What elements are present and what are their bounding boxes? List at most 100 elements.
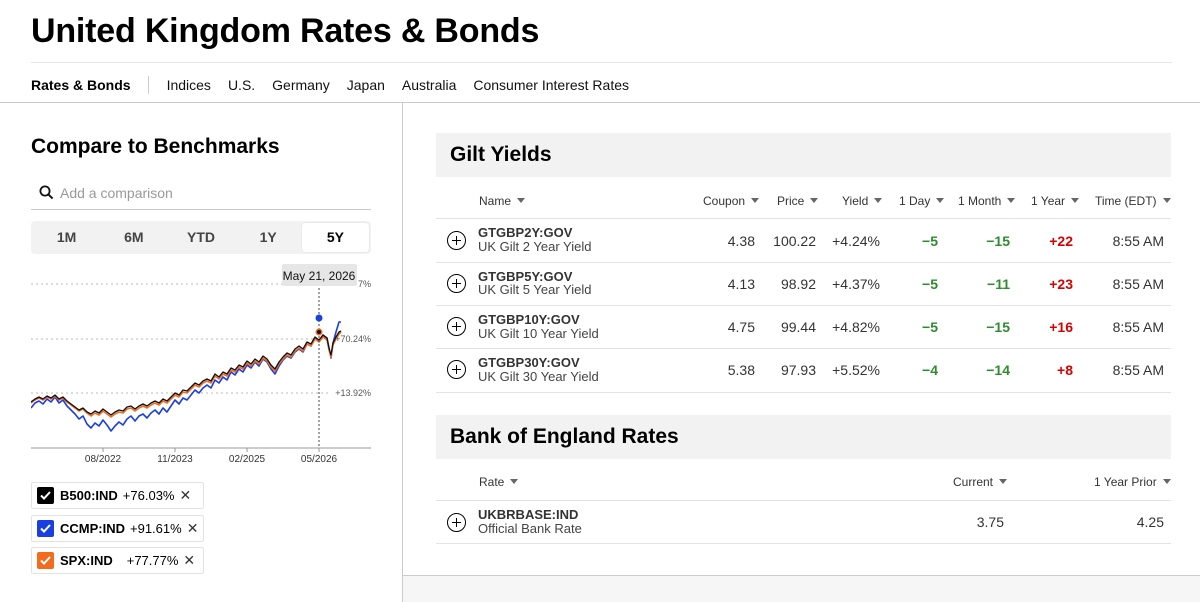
- nav-item-rates-bonds[interactable]: Rates & Bonds: [31, 77, 131, 93]
- benchmark-chart[interactable]: 7% +70.24% +13.92% May 21, 2026 08/2022 …: [30, 262, 376, 470]
- row-divider: [436, 392, 1171, 393]
- legend-item-ccmp[interactable]: CCMP:IND +91.61% ✕: [31, 515, 204, 542]
- column-header-current[interactable]: Current: [953, 475, 1008, 489]
- nav-item-australia[interactable]: Australia: [401, 77, 457, 93]
- time-value: 8:55 AM: [1112, 233, 1164, 249]
- security-name: UK Gilt 10 Year Yield: [478, 326, 599, 341]
- column-header-1year-prior[interactable]: 1 Year Prior: [1094, 475, 1171, 489]
- add-to-watchlist-icon[interactable]: [447, 360, 466, 379]
- current-rate-value: 3.75: [976, 514, 1004, 530]
- column-header-1day[interactable]: 1 Day: [899, 194, 945, 208]
- yield-value: +4.37%: [832, 276, 880, 292]
- security-ticker[interactable]: GTGBP10Y:GOV: [478, 312, 580, 327]
- column-header-yield[interactable]: Yield: [842, 194, 883, 208]
- nav-item-indices[interactable]: Indices: [166, 77, 211, 93]
- time-value: 8:55 AM: [1112, 276, 1164, 292]
- time-value: 8:55 AM: [1112, 362, 1164, 378]
- y-tick-label: +13.92%: [335, 388, 371, 398]
- boe-rates-header: Bank of England Rates: [436, 415, 1171, 459]
- compare-title: Compare to Benchmarks: [31, 135, 280, 158]
- column-header-coupon[interactable]: Coupon: [703, 194, 760, 208]
- sort-caret-icon: [1071, 198, 1080, 203]
- day-change: −5: [922, 319, 938, 335]
- coupon-value: 4.13: [727, 276, 755, 292]
- year-change: +23: [1049, 276, 1073, 292]
- checkbox-checked-icon[interactable]: [37, 520, 54, 537]
- checkbox-checked-icon[interactable]: [37, 487, 54, 504]
- legend-item-b500[interactable]: B500:IND +76.03% ✕: [31, 482, 204, 509]
- range-tab-ytd[interactable]: YTD: [187, 229, 215, 245]
- nav-item-germany[interactable]: Germany: [272, 77, 330, 93]
- month-change: −11: [987, 276, 1010, 292]
- row-divider: [436, 218, 1171, 219]
- coupon-value: 5.38: [727, 362, 755, 378]
- row-divider: [436, 262, 1171, 263]
- comparison-search: [31, 176, 371, 210]
- column-header-price[interactable]: Price: [777, 194, 819, 208]
- price-value: 100.22: [773, 233, 816, 249]
- remove-icon[interactable]: ✕: [186, 520, 199, 536]
- legend-symbol: B500:IND: [60, 488, 118, 503]
- day-change: −5: [922, 233, 938, 249]
- day-change: −5: [922, 276, 938, 292]
- series-line-b500: [30, 330, 342, 416]
- security-ticker[interactable]: GTGBP2Y:GOV: [478, 225, 573, 240]
- sort-caret-icon: [874, 198, 883, 203]
- y-tick-label-top: 7%: [358, 279, 371, 289]
- series-line-spx: [30, 331, 342, 418]
- time-value: 8:55 AM: [1112, 319, 1164, 335]
- security-ticker[interactable]: GTGBP5Y:GOV: [478, 269, 573, 284]
- bottom-area: [403, 576, 1200, 602]
- coupon-value: 4.38: [727, 233, 755, 249]
- sort-caret-icon: [517, 198, 526, 203]
- remove-icon[interactable]: ✕: [183, 552, 196, 568]
- add-to-watchlist-icon[interactable]: [447, 274, 466, 293]
- nav-item-consumer-interest-rates[interactable]: Consumer Interest Rates: [473, 77, 629, 93]
- nav-separator: [147, 76, 149, 94]
- column-header-1month[interactable]: 1 Month: [958, 194, 1016, 208]
- x-tick-label: 11/2023: [157, 454, 193, 465]
- row-divider: [436, 500, 1171, 501]
- column-header-rate[interactable]: Rate: [479, 475, 519, 489]
- remove-icon[interactable]: ✕: [179, 487, 192, 503]
- range-tab-1m[interactable]: 1M: [56, 229, 77, 245]
- security-name: Official Bank Rate: [478, 521, 582, 536]
- x-tick-label: 02/2025: [229, 454, 266, 465]
- legend-item-spx[interactable]: SPX:IND +77.77% ✕: [31, 547, 204, 574]
- coupon-value: 4.75: [727, 319, 755, 335]
- security-name: UK Gilt 2 Year Yield: [478, 239, 592, 254]
- sort-caret-icon: [1162, 198, 1171, 203]
- sort-caret-icon: [999, 479, 1008, 484]
- add-to-watchlist-icon[interactable]: [447, 513, 466, 532]
- column-header-time[interactable]: Time (EDT): [1095, 194, 1171, 208]
- nav-divider: [0, 102, 1200, 103]
- date-tooltip: [282, 264, 357, 286]
- column-header-1year[interactable]: 1 Year: [1031, 194, 1080, 208]
- yield-value: +4.82%: [832, 319, 880, 335]
- price-value: 97.93: [780, 362, 816, 378]
- security-ticker[interactable]: GTGBP30Y:GOV: [478, 355, 580, 370]
- sort-caret-icon: [1007, 198, 1016, 203]
- panel-divider: [402, 103, 403, 602]
- legend-symbol: SPX:IND: [60, 553, 113, 568]
- yield-value: +5.52%: [832, 362, 880, 378]
- column-header-name[interactable]: Name: [479, 194, 526, 208]
- checkbox-checked-icon[interactable]: [37, 552, 54, 569]
- bottom-divider: [403, 575, 1200, 576]
- legend-symbol: CCMP:IND: [60, 521, 125, 536]
- row-divider: [436, 305, 1171, 306]
- nav-item-japan[interactable]: Japan: [346, 77, 385, 93]
- add-to-watchlist-icon[interactable]: [447, 231, 466, 250]
- range-tab-5y[interactable]: 5Y: [301, 223, 370, 252]
- range-tab-6m[interactable]: 6M: [124, 229, 144, 245]
- nav-item-us[interactable]: U.S.: [227, 77, 256, 93]
- year-change: +22: [1049, 233, 1073, 249]
- section-nav: Rates & Bonds Indices U.S. Germany Japan…: [31, 75, 646, 95]
- security-ticker[interactable]: UKBRBASE:IND: [478, 507, 579, 522]
- comparison-search-input[interactable]: [60, 183, 360, 203]
- date-tooltip-text: May 21, 2026: [283, 269, 356, 283]
- add-to-watchlist-icon[interactable]: [447, 317, 466, 336]
- cursor-point-ccmp: [315, 314, 323, 322]
- range-tab-1y[interactable]: 1Y: [259, 229, 277, 245]
- sort-caret-icon: [510, 479, 519, 484]
